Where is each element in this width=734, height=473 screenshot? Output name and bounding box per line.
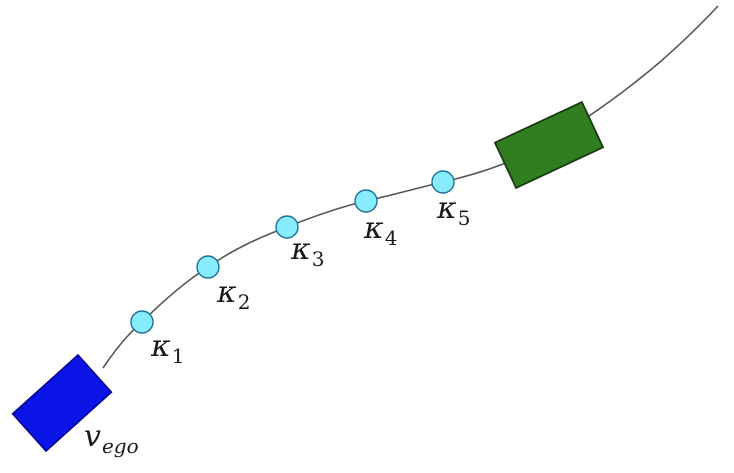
waypoint-label-symbol: κ — [436, 191, 457, 226]
waypoint-label-subscript: 3 — [312, 247, 325, 271]
ego-vehicle — [11, 353, 113, 453]
waypoint-label-subscript: 2 — [238, 290, 251, 314]
waypoint-label-subscript: 4 — [385, 226, 398, 250]
waypoint-label-group: κ1 κ2 κ3 κ4 κ5 — [150, 191, 470, 368]
waypoint-label-kappa-3: κ3 — [290, 232, 324, 271]
waypoint-kappa-2 — [196, 255, 220, 279]
target-vehicle-body — [493, 100, 605, 190]
waypoint-label-kappa-4: κ4 — [363, 211, 397, 250]
waypoint-kappa-4 — [354, 189, 378, 213]
ego-label-subscript: ego — [102, 434, 139, 458]
waypoint-kappa-3 — [275, 215, 299, 239]
waypoint-label-symbol: κ — [150, 329, 171, 364]
waypoint-label-symbol: κ — [290, 232, 311, 267]
waypoint-label-symbol: κ — [363, 211, 384, 246]
waypoint-kappa-1 — [130, 310, 154, 334]
waypoint-label-symbol: κ — [216, 275, 237, 310]
trajectory-curve — [102, 5, 719, 369]
waypoint-label-kappa-5: κ5 — [436, 191, 470, 230]
waypoint-label-subscript: 1 — [172, 344, 185, 368]
ego-label-main: v — [84, 419, 101, 454]
waypoint-label-kappa-2: κ2 — [216, 275, 250, 314]
waypoint-kappa-5 — [431, 170, 455, 194]
waypoint-label-kappa-1: κ1 — [150, 329, 184, 368]
ego-vehicle-body — [11, 353, 113, 453]
waypoint-group — [130, 170, 455, 334]
waypoint-label-subscript: 5 — [458, 206, 471, 230]
ego-velocity-label: vego — [84, 419, 139, 458]
target-vehicle — [493, 100, 605, 190]
